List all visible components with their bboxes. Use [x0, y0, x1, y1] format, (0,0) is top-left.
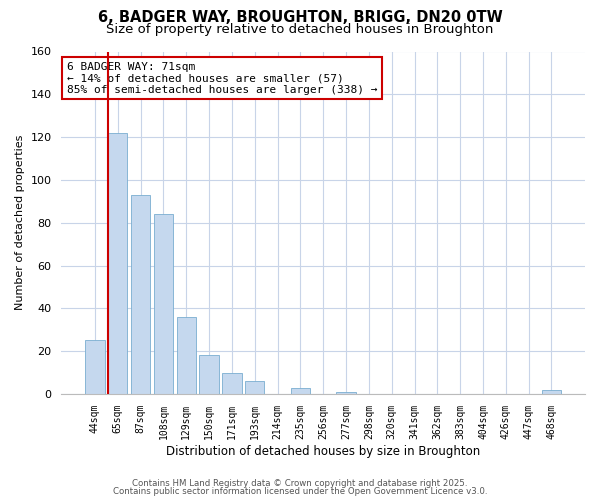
Bar [108, 133, 127, 394]
Bar [85, 340, 104, 394]
Bar [176, 317, 196, 394]
Bar [245, 381, 265, 394]
Bar [290, 388, 310, 394]
Bar [222, 372, 242, 394]
Text: Contains HM Land Registry data © Crown copyright and database right 2025.: Contains HM Land Registry data © Crown c… [132, 478, 468, 488]
Bar [131, 195, 150, 394]
Bar [542, 390, 561, 394]
Text: 6, BADGER WAY, BROUGHTON, BRIGG, DN20 0TW: 6, BADGER WAY, BROUGHTON, BRIGG, DN20 0T… [98, 10, 502, 25]
Text: Size of property relative to detached houses in Broughton: Size of property relative to detached ho… [106, 22, 494, 36]
Y-axis label: Number of detached properties: Number of detached properties [15, 135, 25, 310]
Bar [154, 214, 173, 394]
X-axis label: Distribution of detached houses by size in Broughton: Distribution of detached houses by size … [166, 444, 481, 458]
Text: 6 BADGER WAY: 71sqm
← 14% of detached houses are smaller (57)
85% of semi-detach: 6 BADGER WAY: 71sqm ← 14% of detached ho… [67, 62, 377, 95]
Bar [337, 392, 356, 394]
Text: Contains public sector information licensed under the Open Government Licence v3: Contains public sector information licen… [113, 487, 487, 496]
Bar [199, 356, 219, 394]
